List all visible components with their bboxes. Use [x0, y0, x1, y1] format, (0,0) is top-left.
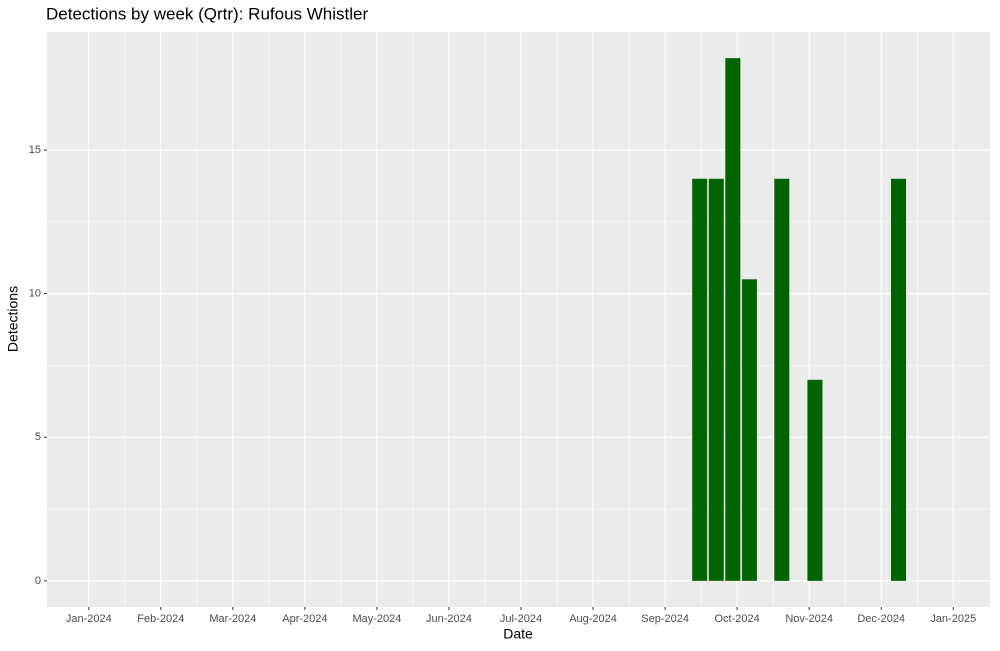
- bar: [891, 178, 907, 581]
- y-axis-title: Detections: [5, 286, 21, 352]
- panel: [47, 32, 990, 607]
- bar: [725, 58, 741, 581]
- y-tick-label: 5: [35, 431, 41, 443]
- bar: [807, 379, 823, 581]
- y-tick-label: 0: [35, 575, 41, 587]
- x-tick-label: Feb-2024: [137, 613, 184, 625]
- y-tick-label: 10: [29, 288, 41, 300]
- x-tick-label: Jan-2024: [66, 613, 112, 625]
- x-tick-label: Aug-2024: [569, 613, 617, 625]
- x-tick-label: Dec-2024: [857, 613, 905, 625]
- x-tick-label: Jun-2024: [426, 613, 472, 625]
- bar: [692, 178, 708, 581]
- x-tick-label: Jan-2025: [930, 613, 976, 625]
- bar: [774, 178, 790, 581]
- x-tick-label: Oct-2024: [715, 613, 760, 625]
- y-tick-label: 15: [29, 144, 41, 156]
- chart-title: Detections by week (Qrtr): Rufous Whistl…: [46, 4, 368, 23]
- x-tick-label: Nov-2024: [785, 613, 833, 625]
- x-tick-label: Sep-2024: [641, 613, 689, 625]
- x-tick-label: Apr-2024: [282, 613, 327, 625]
- bar: [741, 279, 757, 581]
- x-axis-title: Date: [503, 626, 533, 642]
- x-tick-label: May-2024: [352, 613, 401, 625]
- bar: [708, 178, 724, 581]
- x-tick-label: Jul-2024: [500, 613, 542, 625]
- x-tick-label: Mar-2024: [209, 613, 256, 625]
